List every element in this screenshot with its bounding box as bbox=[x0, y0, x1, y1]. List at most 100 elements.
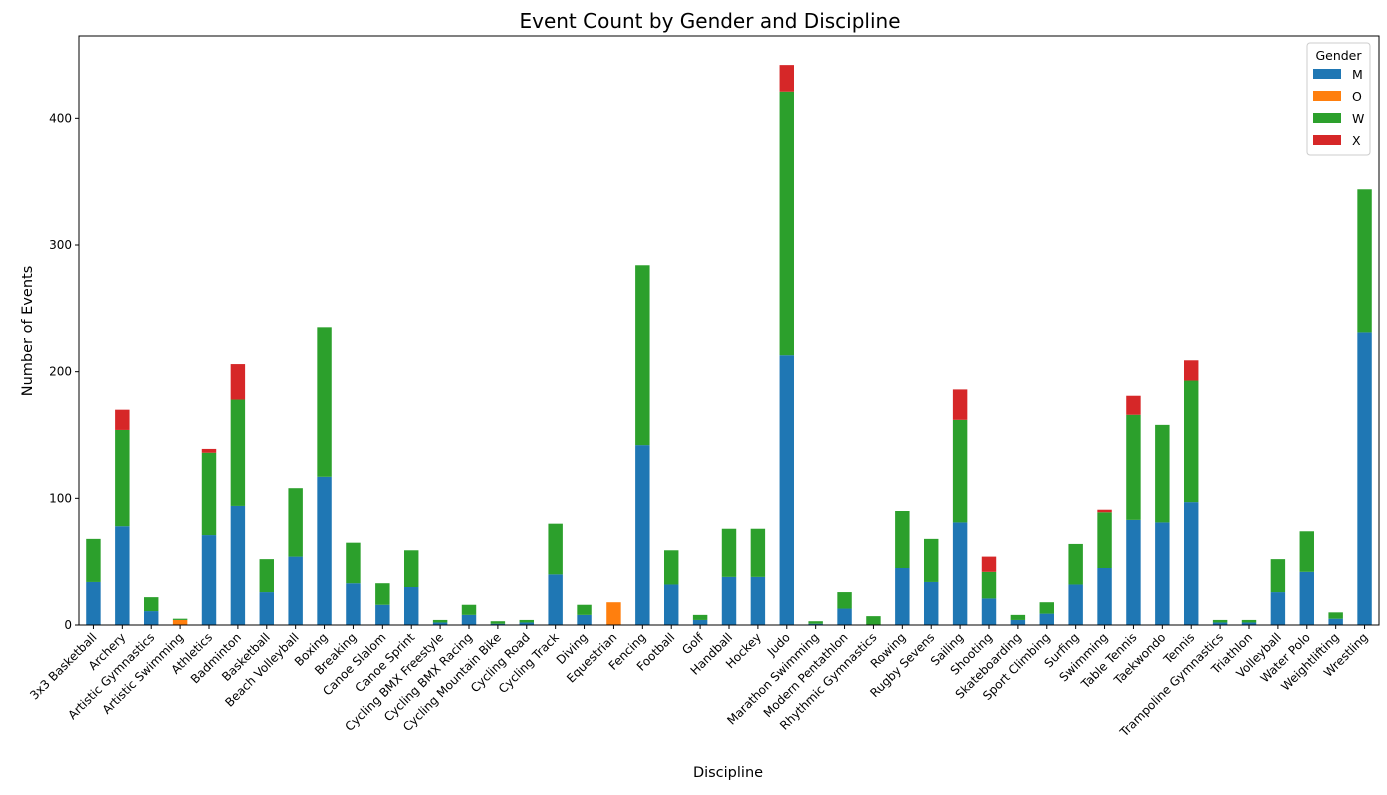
bar-rugby-sevens-m bbox=[924, 581, 939, 625]
bar-weightlifting-w bbox=[1328, 612, 1343, 619]
legend-swatch-x bbox=[1313, 135, 1341, 145]
bar-judo-w bbox=[779, 91, 794, 356]
bar-rhythmic-gymnastics-w bbox=[866, 616, 881, 625]
bar-sport-climbing-w bbox=[1039, 602, 1054, 614]
bar-swimming-m bbox=[1097, 568, 1112, 625]
bar-skateboarding-w bbox=[1010, 614, 1026, 620]
y-tick-label: 200 bbox=[49, 365, 72, 379]
bar-canoe-slalom-m bbox=[375, 604, 390, 625]
bar-water-polo-w bbox=[1299, 531, 1314, 572]
y-axis-ticks: 0 100 200 300 400 bbox=[49, 111, 79, 632]
bar-cycling-road-w bbox=[519, 619, 534, 623]
bar-tennis-w bbox=[1184, 380, 1199, 503]
bar-volleyball-w bbox=[1270, 559, 1286, 593]
bar-marathon-swimming-m bbox=[808, 623, 823, 625]
bar-sport-climbing-m bbox=[1039, 613, 1054, 625]
bar-basketball-w bbox=[259, 559, 274, 593]
bar-badminton-w bbox=[230, 399, 246, 506]
bar-taekwondo-w bbox=[1155, 424, 1170, 523]
bar-shooting-x bbox=[981, 556, 997, 572]
bar-taekwondo-m bbox=[1155, 522, 1170, 625]
bar-triathlon-w bbox=[1241, 619, 1257, 623]
bar-canoe-sprint-m bbox=[404, 587, 419, 625]
bar-golf-w bbox=[692, 614, 708, 620]
bar-athletics-x bbox=[201, 448, 217, 453]
bar-artistic-swimming-w bbox=[172, 618, 188, 620]
bar-canoe-sprint-w bbox=[404, 550, 419, 587]
bar-trampoline-gymnastics-w bbox=[1212, 619, 1228, 623]
legend-swatch-o bbox=[1313, 91, 1341, 101]
y-axis-label: Number of Events bbox=[20, 266, 36, 397]
legend-label-m: M bbox=[1352, 67, 1363, 82]
bar-cycling-bmx-freestyle-w bbox=[432, 619, 448, 623]
bar-diving-m bbox=[577, 614, 592, 625]
bar-wrestling-m bbox=[1357, 332, 1372, 625]
bar-archery-m bbox=[115, 526, 130, 625]
bar-archery-w bbox=[115, 429, 130, 527]
bar-cycling-mountain-bike-m bbox=[490, 623, 506, 625]
bar-table-tennis-m bbox=[1126, 519, 1141, 625]
bar-swimming-w bbox=[1097, 512, 1112, 568]
legend-swatch-m bbox=[1313, 69, 1341, 79]
bar-triathlon-m bbox=[1241, 622, 1257, 625]
bar-breaking-m bbox=[346, 583, 361, 625]
bar-equestrian-o bbox=[606, 602, 621, 625]
bar-water-polo-m bbox=[1299, 571, 1314, 625]
x-axis-label: Discipline bbox=[693, 765, 763, 781]
bar-tennis-m bbox=[1184, 502, 1199, 625]
bar-surfing-w bbox=[1068, 543, 1083, 585]
bar-sailing-w bbox=[952, 419, 968, 523]
legend-label-w: W bbox=[1352, 111, 1364, 126]
bar-cycling-mountain-bike-w bbox=[490, 621, 506, 624]
chart-title: Event Count by Gender and Discipline bbox=[519, 9, 900, 33]
bar-modern-pentathlon-m bbox=[837, 608, 852, 625]
y-tick-label: 400 bbox=[49, 111, 72, 125]
bar-athletics-w bbox=[201, 452, 217, 536]
bar-artistic-gymnastics-w bbox=[144, 597, 159, 612]
bar-surfing-m bbox=[1068, 584, 1083, 625]
bar-archery-x bbox=[115, 409, 130, 430]
y-tick-label: 0 bbox=[64, 618, 72, 632]
bar-rowing-w bbox=[895, 511, 910, 568]
bar-badminton-x bbox=[230, 364, 246, 400]
bar-fencing-w bbox=[635, 265, 650, 446]
bar-table-tennis-x bbox=[1126, 395, 1141, 415]
legend-label-x: X bbox=[1352, 133, 1361, 148]
bar-shooting-w bbox=[981, 571, 997, 599]
bars-layer bbox=[86, 65, 1372, 625]
bar-artistic-gymnastics-m bbox=[144, 611, 159, 625]
bar-rugby-sevens-w bbox=[924, 538, 939, 582]
bar-volleyball-m bbox=[1270, 592, 1286, 625]
y-tick-label: 300 bbox=[49, 238, 72, 252]
bar-cycling-bmx-racing-w bbox=[461, 604, 477, 615]
bar-handball-w bbox=[721, 528, 737, 577]
bar-3x3-basketball-w bbox=[86, 538, 101, 582]
bar-football-w bbox=[664, 550, 679, 585]
bar-badminton-m bbox=[230, 505, 246, 625]
bar-cycling-bmx-freestyle-m bbox=[432, 622, 448, 625]
y-tick-label: 100 bbox=[49, 491, 72, 505]
bar-breaking-w bbox=[346, 542, 361, 584]
bar-fencing-m bbox=[635, 445, 650, 625]
bar-athletics-m bbox=[201, 535, 217, 625]
bar-beach-volleyball-m bbox=[288, 556, 303, 625]
bar-swimming-x bbox=[1097, 509, 1112, 513]
bar-football-m bbox=[664, 584, 679, 625]
bar-cycling-track-m bbox=[548, 574, 563, 625]
bar-shooting-m bbox=[981, 598, 997, 625]
bar-beach-volleyball-w bbox=[288, 488, 303, 557]
bar-weightlifting-m bbox=[1328, 618, 1343, 625]
bar-tennis-x bbox=[1184, 360, 1199, 381]
bar-boxing-m bbox=[317, 476, 332, 625]
bar-skateboarding-m bbox=[1010, 619, 1026, 625]
bar-wrestling-w bbox=[1357, 189, 1372, 333]
bar-boxing-w bbox=[317, 327, 332, 477]
bar-sailing-m bbox=[952, 522, 968, 625]
bar-modern-pentathlon-w bbox=[837, 592, 852, 609]
legend-swatch-w bbox=[1313, 113, 1341, 123]
bar-rowing-m bbox=[895, 568, 910, 625]
bar-judo-x bbox=[779, 65, 794, 92]
